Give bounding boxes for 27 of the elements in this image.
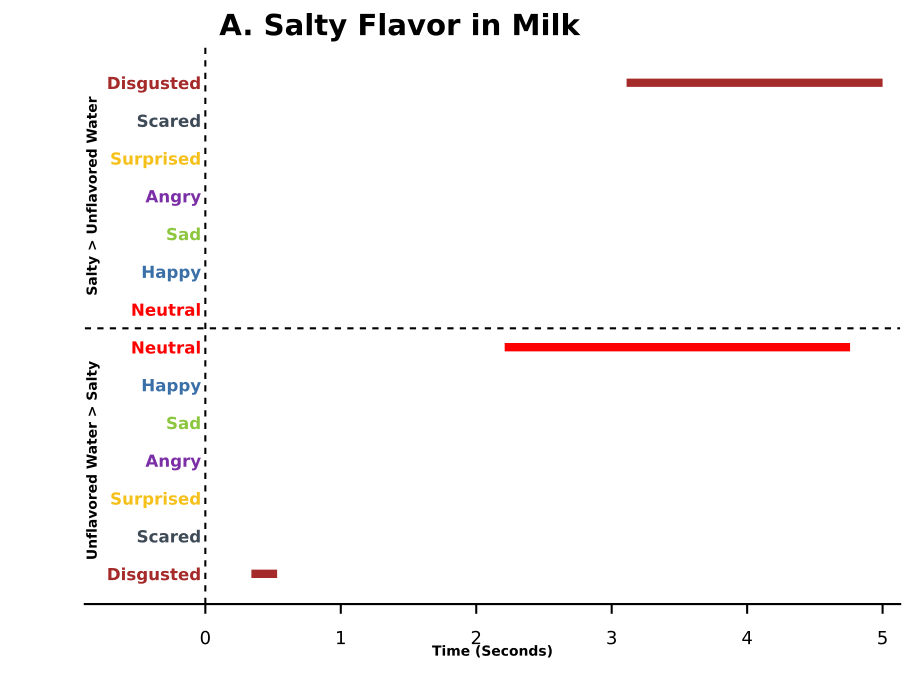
y-tick-label: Neutral xyxy=(132,303,200,316)
x-tick-label: 4 xyxy=(742,630,752,644)
bar xyxy=(626,78,883,87)
y-tick-label: Neutral xyxy=(132,340,200,354)
x-axis-title: Time (Seconds) xyxy=(432,645,552,658)
y-tick-label: Disgusted xyxy=(108,567,200,584)
bar xyxy=(251,570,278,578)
y-tick-label: Sad xyxy=(167,228,200,240)
y-tick-label: Disgusted xyxy=(108,76,200,93)
x-tick-label: 2 xyxy=(472,630,480,644)
y-tick-label: Happy xyxy=(142,266,201,282)
y-tick-label: Angry xyxy=(145,190,201,206)
y-tick-label: Happy xyxy=(142,379,201,395)
annotation: Unflavored Water > Salty xyxy=(86,361,100,559)
x-tick-label: 5 xyxy=(878,630,887,644)
x-tick-label: 3 xyxy=(607,630,616,644)
annotation: Salty > Unflavored Water xyxy=(86,96,100,295)
y-tick-label: Surprised xyxy=(111,492,200,508)
bar xyxy=(504,343,850,352)
y-tick-label: Angry xyxy=(145,454,201,470)
chart-title: A. Salty Flavor in Milk xyxy=(219,13,580,42)
y-tick-label: Scared xyxy=(138,530,200,543)
y-tick-label: Sad xyxy=(167,416,200,430)
x-tick-label: 1 xyxy=(337,630,345,644)
y-tick-label: Scared xyxy=(138,114,200,128)
x-tick-label: 0 xyxy=(200,630,210,644)
y-tick-label: Surprised xyxy=(111,152,200,168)
